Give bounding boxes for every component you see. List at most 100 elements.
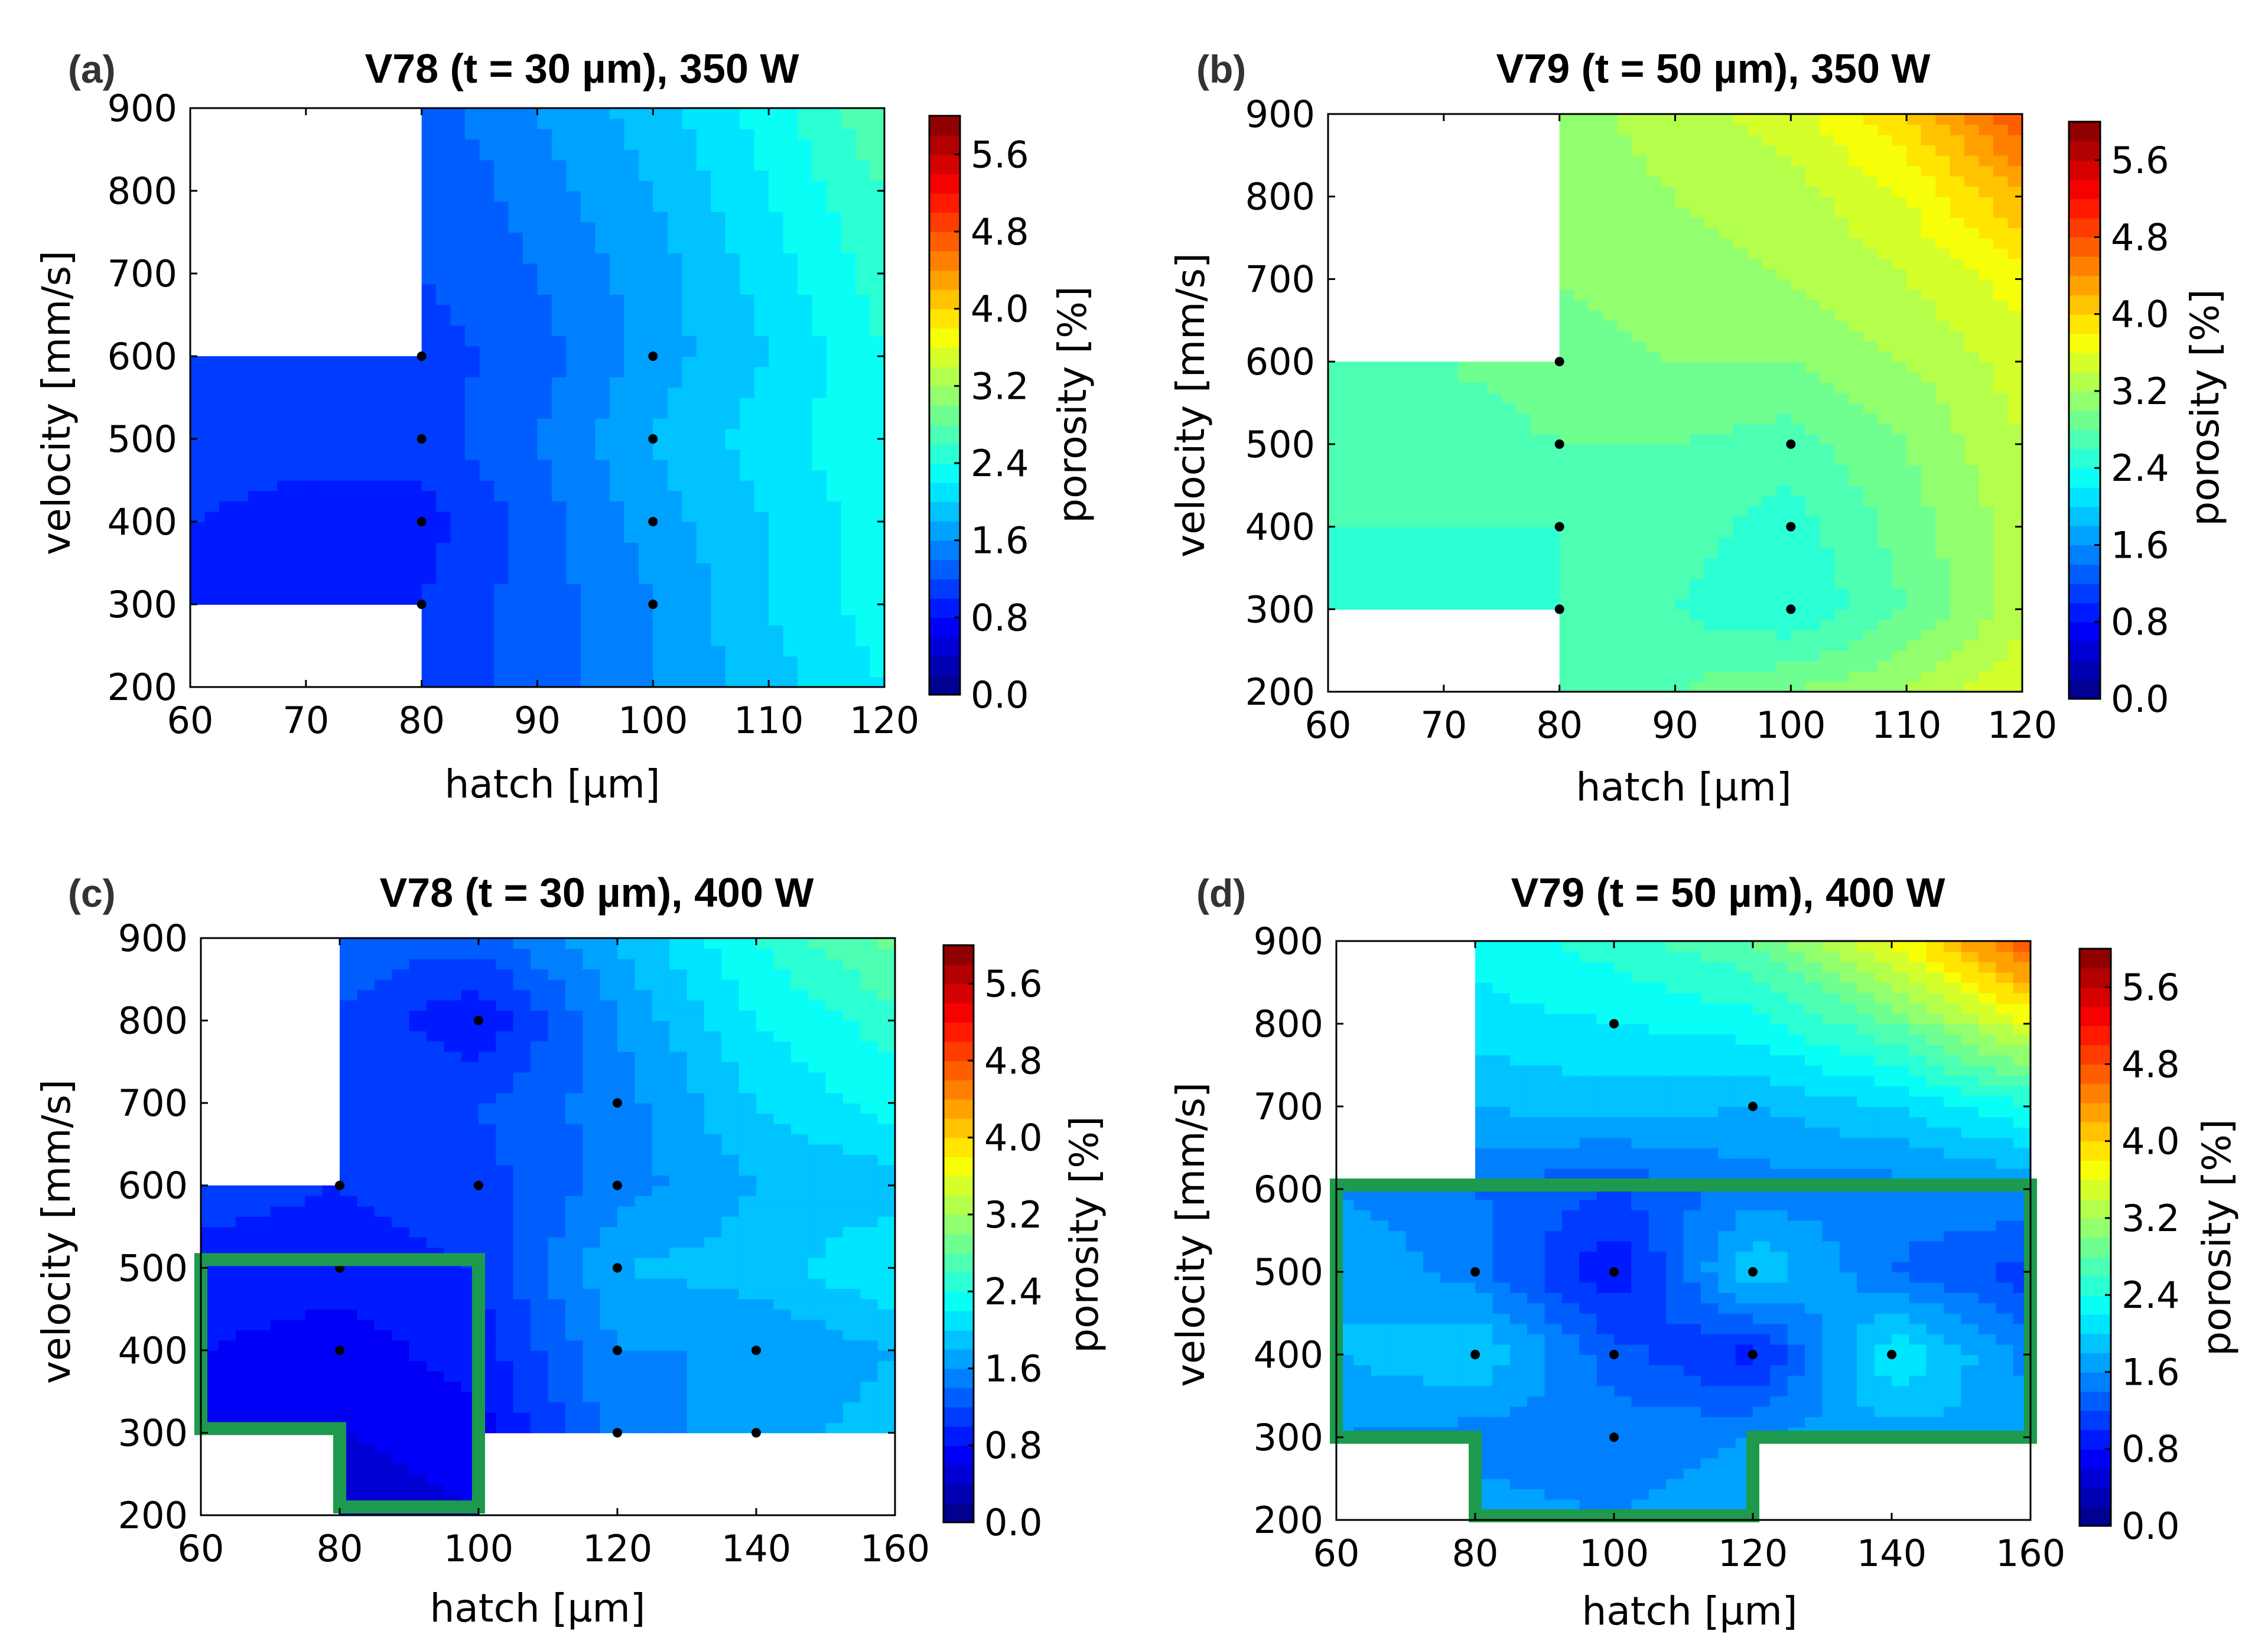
contour-cell <box>349 542 365 554</box>
contour-cell <box>1429 568 1444 579</box>
contour-cell <box>450 377 466 388</box>
contour-cell <box>436 490 451 502</box>
contour-cell <box>721 1412 740 1423</box>
contour-cell <box>508 191 523 202</box>
contour-cell <box>609 149 625 161</box>
contour-cell <box>1863 558 1878 569</box>
contour-cell <box>204 418 220 429</box>
contour-cell <box>595 387 610 398</box>
contour-cell <box>711 159 726 171</box>
contour-cell <box>769 398 784 409</box>
contour-cell <box>754 325 769 336</box>
contour-cell <box>711 408 726 419</box>
contour-cell <box>378 542 393 554</box>
contour-cell <box>426 1370 445 1382</box>
contour-cell <box>2007 464 2023 476</box>
contour-cell <box>1892 588 1907 600</box>
contour-cell <box>638 263 654 274</box>
contour-cell <box>1762 568 1777 579</box>
contour-cell <box>1993 444 2009 455</box>
contour-cell <box>1501 537 1517 548</box>
contour-cell <box>548 1381 566 1392</box>
contour-cell <box>392 418 408 429</box>
contour-cell <box>1863 382 1878 393</box>
contour-cell <box>617 1370 636 1382</box>
contour-cell <box>754 676 769 688</box>
contour-cell <box>860 1391 878 1402</box>
contour-cell <box>1617 496 1632 507</box>
contour-cell <box>1776 650 1792 662</box>
contour-cell <box>248 490 263 502</box>
contour-cell <box>1733 299 1748 311</box>
contour-cell <box>291 532 307 543</box>
contour-cell <box>653 563 668 574</box>
contour-cell <box>870 635 885 646</box>
contour-cell <box>465 563 480 574</box>
contour-cell <box>842 1422 861 1434</box>
contour-cell <box>523 180 538 191</box>
contour-cell <box>1559 619 1574 631</box>
contour-cell <box>494 439 509 450</box>
contour-cell <box>1661 351 1676 362</box>
contour-cell <box>1704 578 1719 590</box>
contour-cell <box>1646 330 1661 342</box>
contour-cell <box>1747 454 1763 465</box>
contour-cell <box>667 501 683 512</box>
contour-cell <box>305 480 321 491</box>
contour-cell <box>617 1391 636 1402</box>
contour-cell <box>1747 619 1763 631</box>
contour-cell <box>682 490 697 502</box>
contour-cell <box>1892 362 1907 373</box>
contour-cell <box>855 532 871 543</box>
contour-cell <box>444 1370 462 1382</box>
x-axis-label: hatch [µm] <box>1576 764 1791 810</box>
contour-cell <box>537 656 552 667</box>
contour-cell <box>1906 310 1922 321</box>
contour-cell <box>1935 279 1951 290</box>
contour-cell <box>783 284 798 295</box>
contour-cell <box>1805 496 1821 507</box>
contour-cell <box>667 325 683 336</box>
contour-cell <box>409 1402 427 1413</box>
contour-cell <box>682 501 697 512</box>
contour-cell <box>725 315 740 326</box>
contour-cell <box>1661 217 1676 228</box>
contour-cell <box>1516 526 1531 538</box>
contour-cell <box>409 1474 427 1485</box>
contour-cell <box>1574 258 1589 269</box>
contour-cell <box>1385 423 1401 435</box>
contour-cell <box>426 1391 445 1402</box>
contour-cell <box>682 594 697 605</box>
contour-cell <box>287 1402 306 1413</box>
contour-cell <box>450 646 466 657</box>
contour-cell <box>523 149 538 161</box>
contour-cell <box>1400 496 1416 507</box>
contour-cell <box>1675 124 1690 135</box>
contour-cell <box>624 159 639 171</box>
contour-cell <box>1718 155 1734 167</box>
contour-cell <box>537 552 552 564</box>
contour-cell <box>1921 413 1936 424</box>
contour-cell <box>798 532 813 543</box>
contour-cell <box>357 1422 375 1434</box>
contour-cell <box>1385 454 1401 465</box>
contour-cell <box>1849 362 1864 373</box>
contour-cell <box>1921 464 1936 476</box>
contour-cell <box>1863 299 1878 311</box>
contour-cell <box>870 253 885 264</box>
contour-cell <box>1820 434 1835 445</box>
contour-cell <box>1964 196 1980 207</box>
contour-cell <box>1632 175 1647 187</box>
contour-cell <box>1776 506 1792 517</box>
contour-cell <box>783 511 798 522</box>
contour-cell <box>334 594 350 605</box>
contour-cell <box>552 211 567 223</box>
contour-cell <box>1400 485 1416 496</box>
contour-cell <box>870 604 885 616</box>
contour-cell <box>426 1463 445 1474</box>
contour-cell <box>409 1350 427 1362</box>
contour-cell <box>870 398 885 409</box>
contour-cell <box>494 449 509 460</box>
contour-cell <box>392 1370 410 1382</box>
contour-cell <box>1892 258 1907 269</box>
